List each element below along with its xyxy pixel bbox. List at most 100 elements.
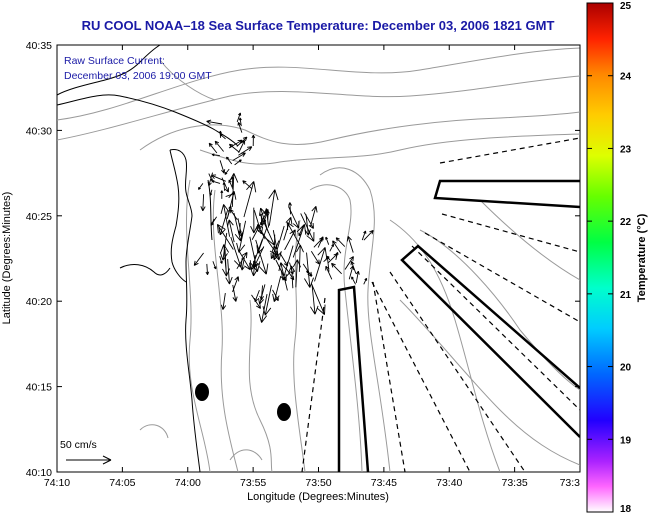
x-axis: 74:10 74:05 74:00 73:55 73:50 73:45 73:40 73:35… <box>44 45 581 489</box>
current-vector <box>363 277 368 285</box>
current-vector <box>211 153 220 157</box>
current-vector <box>251 134 256 147</box>
current-vector <box>219 256 223 264</box>
current-vector <box>243 181 257 218</box>
bathymetry-contours <box>57 47 580 472</box>
current-vector <box>283 216 293 241</box>
colorbar-tick-label: 25 <box>620 1 632 12</box>
x-axis-label: Longitude (Degrees:Minutes) <box>247 491 389 503</box>
current-vector <box>272 289 279 302</box>
current-vector <box>229 209 238 221</box>
current-vector <box>325 236 330 245</box>
current-vector <box>355 270 360 284</box>
surface-current-vectors <box>193 112 374 323</box>
x-tick-label: 74:00 <box>175 477 201 489</box>
current-vector <box>219 160 226 174</box>
current-vector <box>212 261 217 270</box>
current-vector <box>258 294 268 323</box>
x-tick-label: 74:05 <box>109 477 135 489</box>
current-vector <box>256 224 266 240</box>
x-tick-label: 73:3 <box>560 477 581 489</box>
current-vector <box>259 285 264 301</box>
current-vector <box>228 173 239 207</box>
current-vector <box>335 237 346 247</box>
x-tick-label: 73:50 <box>305 477 331 489</box>
x-tick-label: 73:55 <box>240 477 266 489</box>
current-vector <box>309 205 318 227</box>
colorbar-tick-label: 24 <box>620 72 632 83</box>
current-vector <box>238 146 253 156</box>
current-vector <box>230 236 243 268</box>
y-axis: 40:35 40:30 40:25 40:20 40:15 40:10 <box>26 40 580 479</box>
current-vector <box>236 220 247 253</box>
y-tick-label: 40:20 <box>26 296 52 308</box>
current-vector <box>250 207 258 234</box>
current-vector <box>346 236 354 253</box>
current-vector <box>205 263 210 275</box>
current-vector <box>272 245 278 259</box>
current-vector <box>232 276 240 293</box>
current-vector <box>300 213 315 242</box>
current-vector <box>237 122 243 133</box>
x-tick-label: 73:40 <box>436 477 462 489</box>
current-vector <box>232 284 238 302</box>
scale-arrow-label: 50 cm/s <box>60 439 97 451</box>
current-vector <box>209 189 213 196</box>
current-vector <box>220 204 231 237</box>
current-vector <box>363 229 374 241</box>
subtitle-line-2: December 03, 2006 19:00 GMT <box>64 70 212 82</box>
figure-title: RU COOL NOAA–18 Sea Surface Temperature:… <box>82 18 555 33</box>
y-tick-label: 40:25 <box>26 211 52 223</box>
current-vector <box>288 206 300 229</box>
current-vector <box>313 237 324 248</box>
current-vector <box>249 239 263 271</box>
subtitle-line-1: Raw Surface Current: <box>64 55 165 67</box>
y-tick-label: 40:10 <box>26 467 52 479</box>
current-vector <box>206 119 223 125</box>
current-vector <box>255 239 269 275</box>
current-vector <box>309 284 319 315</box>
current-vector <box>258 284 266 305</box>
current-vector <box>268 189 279 226</box>
scale-arrow <box>66 455 112 465</box>
colorbar-label: Temperature (°C) <box>636 213 648 302</box>
map-area <box>56 44 581 473</box>
current-vector <box>329 243 334 252</box>
current-vector <box>236 136 248 147</box>
colorbar <box>586 2 614 513</box>
colorbar-tick-label: 20 <box>620 363 632 374</box>
y-tick-label: 40:15 <box>26 382 52 394</box>
current-vector <box>197 183 204 190</box>
current-vector <box>220 190 224 199</box>
current-vector <box>228 139 243 149</box>
current-vector <box>220 244 230 276</box>
current-vector <box>240 257 245 271</box>
current-vector <box>234 159 242 166</box>
x-tick-label: 73:45 <box>371 477 397 489</box>
current-vector <box>278 262 288 291</box>
shipping-lane-outlines <box>337 179 580 472</box>
current-vector <box>208 142 218 154</box>
current-vector <box>193 252 204 266</box>
current-vector <box>304 252 314 288</box>
colorbar-tick-label: 23 <box>620 144 632 155</box>
current-vector <box>207 172 214 187</box>
buoy-marker <box>195 383 209 401</box>
current-vector <box>351 276 356 285</box>
y-tick-label: 40:35 <box>26 40 52 52</box>
current-vector <box>279 253 289 267</box>
colorbar-tick-label: 19 <box>620 435 632 446</box>
current-vector <box>242 180 253 190</box>
current-vector <box>221 177 230 193</box>
current-vector <box>292 223 307 258</box>
current-vector <box>238 140 246 154</box>
buoy-marker <box>277 403 291 421</box>
current-vector <box>200 194 206 212</box>
current-vector <box>219 133 226 140</box>
current-vector <box>220 292 227 310</box>
current-vector <box>228 143 240 153</box>
current-vector <box>251 209 269 240</box>
current-vector <box>285 268 295 281</box>
colorbar-tick-label: 18 <box>620 504 632 515</box>
current-vector <box>224 168 230 175</box>
